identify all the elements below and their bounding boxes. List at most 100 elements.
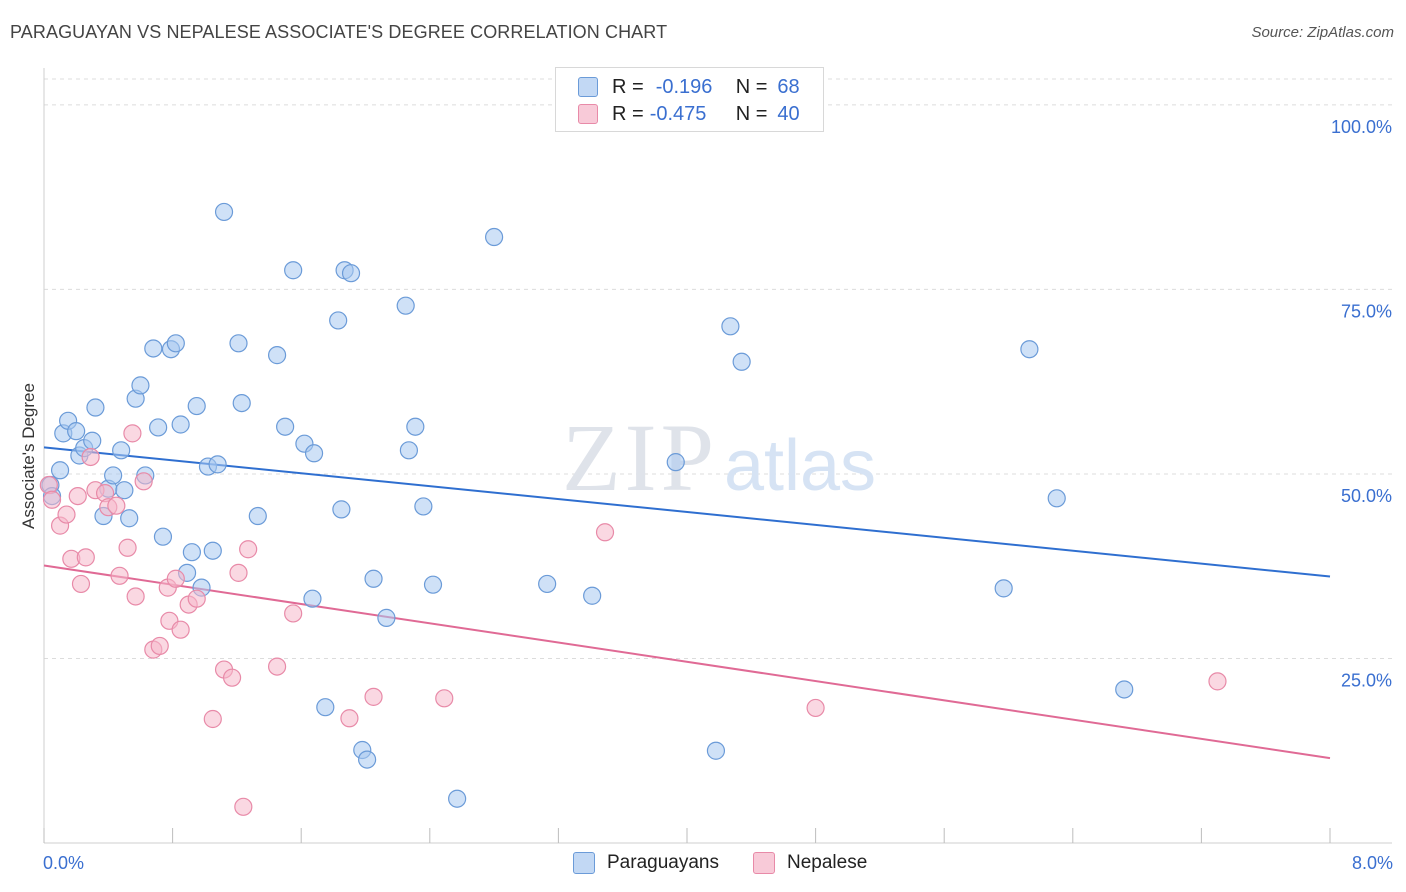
paraguayans-point [303, 589, 322, 608]
paraguayans-point [153, 527, 173, 546]
paraguayans-point [248, 506, 267, 526]
paraguayans-point [86, 398, 105, 417]
nepalese-point [234, 797, 253, 816]
paraguayans-point [399, 441, 419, 460]
watermark-atlas: atlas [724, 426, 876, 506]
paraguayans-point [583, 586, 602, 605]
nepalese-point [118, 538, 137, 557]
nepalese-point [166, 569, 185, 588]
paraguayans-legend-swatch [573, 852, 595, 874]
paraguayans-point [1020, 340, 1039, 359]
nepalese-point [435, 689, 454, 708]
source-label: Source: ZipAtlas.com [1251, 24, 1394, 41]
paraguayans-point [67, 422, 86, 441]
nepalese-point [150, 636, 169, 656]
paraguayans-point [316, 698, 335, 717]
paraguayans-point [1115, 680, 1134, 699]
paraguayans-point [229, 334, 248, 353]
paraguayans-point [120, 509, 139, 528]
paraguayans-point [414, 497, 433, 516]
nepalese-swatch [578, 104, 598, 124]
n-label: N = [735, 102, 768, 125]
paraguayans-point [232, 393, 251, 413]
nepalese-point [42, 490, 62, 509]
nepalese-point [267, 657, 287, 676]
paraguayans-point [267, 346, 287, 365]
r-label: R = [612, 75, 644, 98]
nepalese-point [81, 447, 100, 467]
paraguayans-point [149, 418, 168, 437]
paraguayans-point [448, 789, 467, 808]
nepalese-trend-line [43, 564, 1331, 760]
paraguayans-point [994, 579, 1013, 598]
r-label: R = [612, 102, 644, 125]
paraguayans-point [396, 296, 415, 315]
paraguayans-swatch [578, 77, 598, 97]
y-tick-label: 50.0% [1341, 486, 1392, 506]
nepalese-point [134, 472, 153, 491]
stats-legend-row-paraguayans: R = -0.196 N = 68 [578, 74, 800, 100]
paraguayans-point [406, 417, 425, 436]
stats-legend-row-nepalese: R = -0.475 N = 40 [578, 101, 800, 127]
nepalese-point [68, 486, 87, 506]
nepalese-point [806, 698, 825, 718]
paraguayans-point [341, 264, 361, 283]
nepalese-point [123, 424, 142, 443]
paraguayans-point [166, 334, 185, 353]
paraguayans-point [284, 261, 303, 280]
paraguayans-point [1047, 489, 1066, 508]
y-tick-label: 25.0% [1341, 670, 1392, 690]
paraguayans-point [144, 339, 163, 358]
nepalese-point [71, 574, 91, 594]
legend-item-paraguayans[interactable]: Paraguayans [573, 852, 719, 874]
r-value: -0.475 [649, 102, 707, 125]
nepalese-point [340, 709, 359, 728]
nepalese-point [39, 475, 58, 495]
nepalese-point [222, 668, 242, 687]
x-tick-label-max: 8.0% [1352, 853, 1393, 873]
paraguayans-point [485, 227, 504, 247]
n-label: N = [735, 75, 768, 98]
legend-label-paraguayans: Paraguayans [607, 852, 719, 873]
paraguayans-point [171, 415, 190, 434]
nepalese-point [171, 620, 190, 639]
paraguayans-point [423, 575, 443, 594]
paraguayans-point [203, 541, 222, 560]
paraguayans-point [208, 455, 227, 474]
nepalese-point [107, 496, 126, 515]
nepalese-point [284, 604, 303, 623]
paraguayans-point [732, 352, 751, 371]
r-value: -0.196 [655, 75, 713, 98]
y-tick-label: 75.0% [1341, 301, 1392, 321]
y-axis-label: Associate's Degree [19, 383, 38, 529]
paraguayans-point [182, 543, 201, 562]
nepalese-point [110, 566, 129, 585]
n-value: 40 [777, 102, 800, 125]
paraguayans-point [214, 202, 234, 222]
chart-title: PARAGUAYAN VS NEPALESE ASSOCIATE'S DEGRE… [10, 22, 668, 42]
legend-label-nepalese: Nepalese [787, 852, 868, 873]
nepalese-point [57, 505, 76, 524]
nepalese-point [364, 687, 383, 706]
paraguayans-point [358, 750, 377, 769]
paraguayans-point [187, 396, 206, 416]
paraguayans-point [115, 481, 134, 500]
stats-legend: R = -0.196 N = 68 R = -0.475 N = 40 [555, 67, 824, 132]
x-tick-label-min: 0.0% [43, 853, 84, 873]
paraguayans-point [364, 569, 383, 588]
paraguayans-point [538, 574, 557, 594]
paraguayans-point [104, 466, 123, 485]
y-tick-label: 100.0% [1331, 117, 1392, 137]
nepalese-legend-swatch [753, 852, 775, 874]
paraguayans-point [666, 453, 685, 472]
watermark-zip: ZIP [562, 404, 718, 511]
paraguayans-point [112, 441, 131, 460]
nepalese-point [126, 587, 145, 606]
nepalese-point [229, 563, 248, 582]
paraguayans-point [332, 500, 351, 519]
paraguayans-point [329, 311, 348, 330]
n-value: 68 [777, 75, 800, 98]
paraguayans-point [721, 317, 740, 336]
legend-item-nepalese[interactable]: Nepalese [753, 852, 867, 874]
